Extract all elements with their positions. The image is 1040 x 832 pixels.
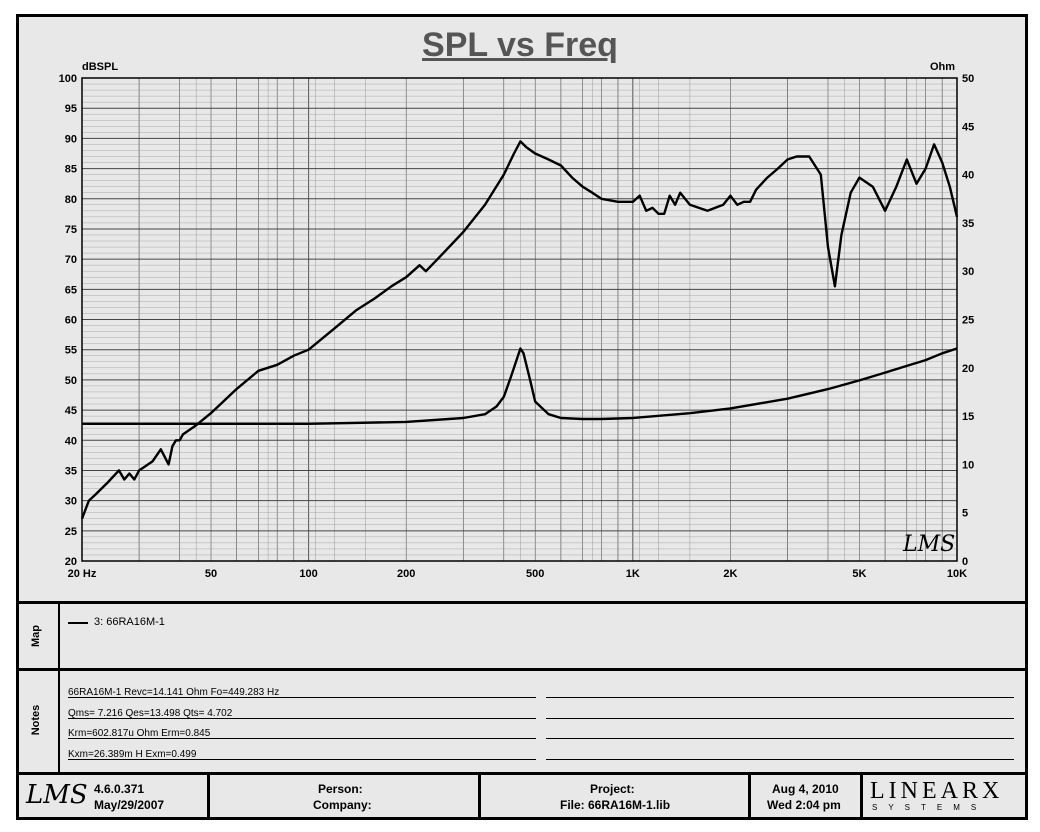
y-tick-label: 100 bbox=[59, 73, 77, 85]
x-tick-label: 5K bbox=[852, 568, 866, 580]
project-label: Project: bbox=[590, 782, 635, 796]
y2-tick-label: 25 bbox=[962, 315, 974, 327]
y-tick-label: 25 bbox=[65, 526, 77, 538]
note-rule bbox=[68, 718, 536, 719]
y-tick-label: 65 bbox=[65, 284, 77, 296]
company-label: Company: bbox=[313, 798, 372, 812]
note-rule bbox=[68, 738, 536, 739]
y-tick-label: 60 bbox=[65, 315, 77, 327]
linearx-systems-text: SYSTEMS bbox=[872, 803, 988, 812]
version-text: 4.6.0.371 bbox=[94, 782, 145, 796]
y2-tick-label: 45 bbox=[962, 121, 974, 133]
note-line-4: Kxm=26.389m H Exm=0.499 bbox=[68, 749, 197, 760]
footer-separator bbox=[478, 775, 481, 817]
footer-separator bbox=[207, 775, 210, 817]
lms-logo: LMS bbox=[26, 780, 88, 810]
y-tick-label: 70 bbox=[65, 254, 77, 266]
x-tick-label: 2K bbox=[723, 568, 737, 580]
build-date-text: May/29/2007 bbox=[94, 798, 165, 812]
side-label-divider bbox=[58, 604, 60, 772]
y-tick-label: 80 bbox=[65, 194, 77, 206]
impedance-curve bbox=[82, 347, 958, 425]
notes-divider bbox=[16, 668, 1028, 671]
map-divider bbox=[16, 601, 1028, 604]
x-tick-label: 200 bbox=[397, 568, 415, 580]
x-tick-label: 50 bbox=[205, 568, 217, 580]
note-rule bbox=[546, 697, 1014, 698]
y2-tick-label: 15 bbox=[962, 411, 974, 423]
spl-curve bbox=[80, 140, 959, 520]
y-tick-label: 75 bbox=[65, 224, 77, 236]
y-tick-label: 55 bbox=[65, 345, 77, 357]
note-line-3: Krm=602.817u Ohm Erm=0.845 bbox=[68, 728, 211, 739]
note-rule bbox=[546, 759, 1014, 760]
footer-separator bbox=[860, 775, 863, 817]
note-rule bbox=[546, 718, 1014, 719]
y-tick-label: 90 bbox=[65, 133, 77, 145]
x-tick-label: 20 Hz bbox=[68, 568, 97, 580]
y-tick-label: 35 bbox=[65, 465, 77, 477]
left-axis-name: dBSPL bbox=[82, 61, 119, 73]
y2-tick-label: 0 bbox=[962, 556, 968, 568]
date-text: Aug 4, 2010 bbox=[772, 782, 839, 796]
notes-label: Notes bbox=[30, 704, 42, 736]
time-text: Wed 2:04 pm bbox=[767, 798, 841, 812]
y-tick-label: 50 bbox=[65, 375, 77, 387]
plot-watermark: LMS bbox=[902, 532, 955, 557]
y-tick-label: 20 bbox=[65, 556, 77, 568]
footer-divider bbox=[16, 772, 1028, 775]
x-tick-label: 100 bbox=[299, 568, 317, 580]
legend-entry: 3: 66RA16M-1 bbox=[94, 616, 165, 628]
y-tick-label: 45 bbox=[65, 405, 77, 417]
x-tick-label: 1K bbox=[626, 568, 640, 580]
note-rule bbox=[546, 738, 1014, 739]
plot-border bbox=[81, 77, 958, 562]
map-label: Map bbox=[30, 625, 42, 647]
note-line-2: Qms= 7.216 Qes=13.498 Qts= 4.702 bbox=[68, 708, 233, 719]
x-tick-label: 500 bbox=[526, 568, 544, 580]
y2-tick-label: 10 bbox=[962, 459, 974, 471]
y2-tick-label: 20 bbox=[962, 363, 974, 375]
x-tick-label: 10K bbox=[947, 568, 967, 580]
right-axis-name: Ohm bbox=[930, 61, 956, 73]
y2-tick-label: 35 bbox=[962, 218, 974, 230]
chart-title: SPL vs Freq bbox=[422, 26, 618, 64]
file-label: File: 66RA16M-1.lib bbox=[560, 798, 671, 812]
note-rule bbox=[68, 697, 536, 698]
note-line-1: 66RA16M-1 Revc=14.141 Ohm Fo=449.283 Hz bbox=[68, 687, 280, 698]
person-label: Person: bbox=[318, 782, 363, 796]
footer-separator bbox=[748, 775, 751, 817]
y-tick-label: 40 bbox=[65, 435, 77, 447]
legend-swatch bbox=[68, 622, 88, 624]
y2-tick-label: 30 bbox=[962, 266, 974, 278]
linearx-logo: LINEARX bbox=[870, 778, 1004, 804]
y2-tick-label: 40 bbox=[962, 170, 974, 182]
y-tick-label: 30 bbox=[65, 496, 77, 508]
y2-tick-label: 50 bbox=[962, 73, 974, 85]
y2-tick-label: 5 bbox=[962, 508, 968, 520]
y-tick-label: 85 bbox=[65, 164, 77, 176]
y-tick-label: 95 bbox=[65, 103, 77, 115]
note-rule bbox=[68, 759, 536, 760]
